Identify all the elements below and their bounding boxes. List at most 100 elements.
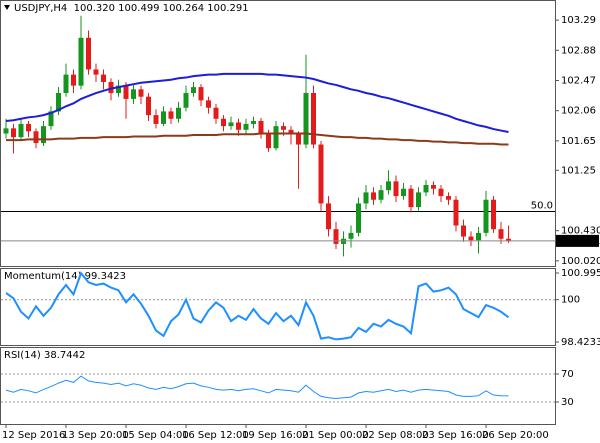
y-tick-label: 100.9951 bbox=[561, 268, 600, 279]
candle-body bbox=[251, 120, 256, 124]
y-tick-label: 70 bbox=[561, 369, 574, 380]
candle-body bbox=[468, 236, 474, 241]
panel-title: USDJPY,H4 100.320 100.499 100.264 100.29… bbox=[14, 3, 249, 14]
candle-body bbox=[401, 188, 406, 197]
candle-body bbox=[236, 122, 241, 130]
candle-body bbox=[446, 196, 451, 200]
candle-body bbox=[41, 126, 46, 144]
candle-body bbox=[11, 128, 16, 138]
candle-body bbox=[348, 232, 354, 239]
candle-body bbox=[273, 126, 279, 149]
candle-body bbox=[26, 123, 31, 132]
candle-body bbox=[491, 199, 496, 230]
candle-body bbox=[438, 188, 444, 197]
y-tick-label: 100.020 bbox=[561, 256, 600, 267]
price-box-label: 100.291 bbox=[559, 236, 600, 247]
menu-arrow[interactable] bbox=[4, 5, 10, 10]
x-tick-label: 19 Sep 16:00 bbox=[242, 430, 309, 441]
y-tick-label: 30 bbox=[561, 397, 574, 408]
candle-body bbox=[296, 133, 301, 145]
y-tick-label: 103.29 bbox=[561, 15, 596, 26]
candle-body bbox=[476, 232, 481, 241]
indicator-line bbox=[6, 132, 509, 146]
candle-body bbox=[3, 128, 9, 134]
candle-body bbox=[116, 85, 121, 94]
candle-body bbox=[356, 203, 361, 233]
candle-body bbox=[228, 122, 234, 127]
indicator-line bbox=[5, 375, 509, 400]
x-tick-label: 13 Sep 20:00 bbox=[62, 430, 129, 441]
candle-body bbox=[146, 96, 151, 116]
candle-body bbox=[303, 93, 309, 145]
candle-body bbox=[423, 185, 429, 193]
candle-body bbox=[461, 225, 466, 237]
candle-body bbox=[378, 190, 384, 200]
candle-body bbox=[213, 107, 219, 119]
candle-body bbox=[243, 123, 249, 130]
candle-body bbox=[453, 199, 459, 226]
candle-body bbox=[266, 133, 271, 149]
panel-frame bbox=[0, 347, 556, 425]
candle-body bbox=[101, 74, 106, 82]
y-tick-label: 98.4233 bbox=[561, 337, 600, 348]
y-tick-label: 101.65 bbox=[561, 136, 596, 147]
candle-body bbox=[483, 199, 489, 233]
candle-body bbox=[371, 192, 376, 200]
y-tick-label: 100 bbox=[561, 295, 580, 306]
x-tick-label: 21 Sep 00:00 bbox=[302, 430, 369, 441]
candle-body bbox=[138, 89, 144, 97]
candle-body bbox=[123, 85, 129, 99]
y-tick-label: 101.25 bbox=[561, 165, 596, 176]
candle-body bbox=[78, 37, 84, 86]
indicator-line bbox=[5, 72, 509, 134]
fibo-label: 50.0 bbox=[531, 201, 553, 212]
candle-body bbox=[498, 229, 504, 239]
x-tick-label: 15 Sep 04:00 bbox=[122, 430, 189, 441]
candle-body bbox=[408, 188, 414, 208]
candle-body bbox=[431, 185, 436, 189]
candle-body bbox=[108, 81, 114, 94]
panel-frame bbox=[0, 268, 556, 346]
candle-body bbox=[48, 111, 54, 127]
candle-body bbox=[288, 129, 294, 134]
candle-body bbox=[153, 115, 159, 124]
candle-body bbox=[198, 87, 204, 101]
panel-title: RSI(14) 38.7442 bbox=[4, 350, 85, 361]
candle-body bbox=[161, 111, 166, 124]
x-tick-label: 26 Sep 20:00 bbox=[482, 430, 549, 441]
x-tick-label: 12 Sep 2016 bbox=[2, 430, 65, 441]
panel-frame bbox=[0, 0, 556, 267]
price-box bbox=[556, 234, 599, 247]
x-tick-label: 16 Sep 12:00 bbox=[182, 430, 249, 441]
candle-body bbox=[71, 74, 76, 86]
panel-title: Momentum(14) 99.3423 bbox=[4, 271, 126, 282]
indicator-line bbox=[5, 271, 510, 341]
candle-body bbox=[326, 203, 331, 230]
candle-body bbox=[281, 126, 286, 130]
candle-body bbox=[131, 89, 136, 99]
candle-body bbox=[176, 107, 181, 119]
candle-body bbox=[18, 123, 24, 138]
candle-body bbox=[183, 93, 189, 108]
y-tick-label: 102.47 bbox=[561, 76, 596, 87]
candle-body bbox=[258, 120, 264, 134]
candle-body bbox=[506, 238, 511, 241]
candle-body bbox=[416, 192, 421, 208]
candle-body bbox=[221, 118, 226, 127]
y-tick-label: 102.06 bbox=[561, 106, 596, 117]
candle-body bbox=[168, 111, 174, 119]
candle-body bbox=[63, 74, 69, 94]
candle-body bbox=[318, 144, 324, 204]
x-tick-label: 22 Sep 08:00 bbox=[362, 430, 429, 441]
candle-body bbox=[86, 37, 91, 70]
candle-body bbox=[311, 93, 316, 145]
candle-body bbox=[333, 229, 339, 244]
y-tick-label: 102.88 bbox=[561, 45, 596, 56]
x-tick-label: 23 Sep 16:00 bbox=[422, 430, 489, 441]
candle-body bbox=[363, 192, 369, 204]
candle-body bbox=[386, 181, 391, 191]
candle-body bbox=[191, 87, 196, 94]
candle-body bbox=[33, 131, 39, 144]
